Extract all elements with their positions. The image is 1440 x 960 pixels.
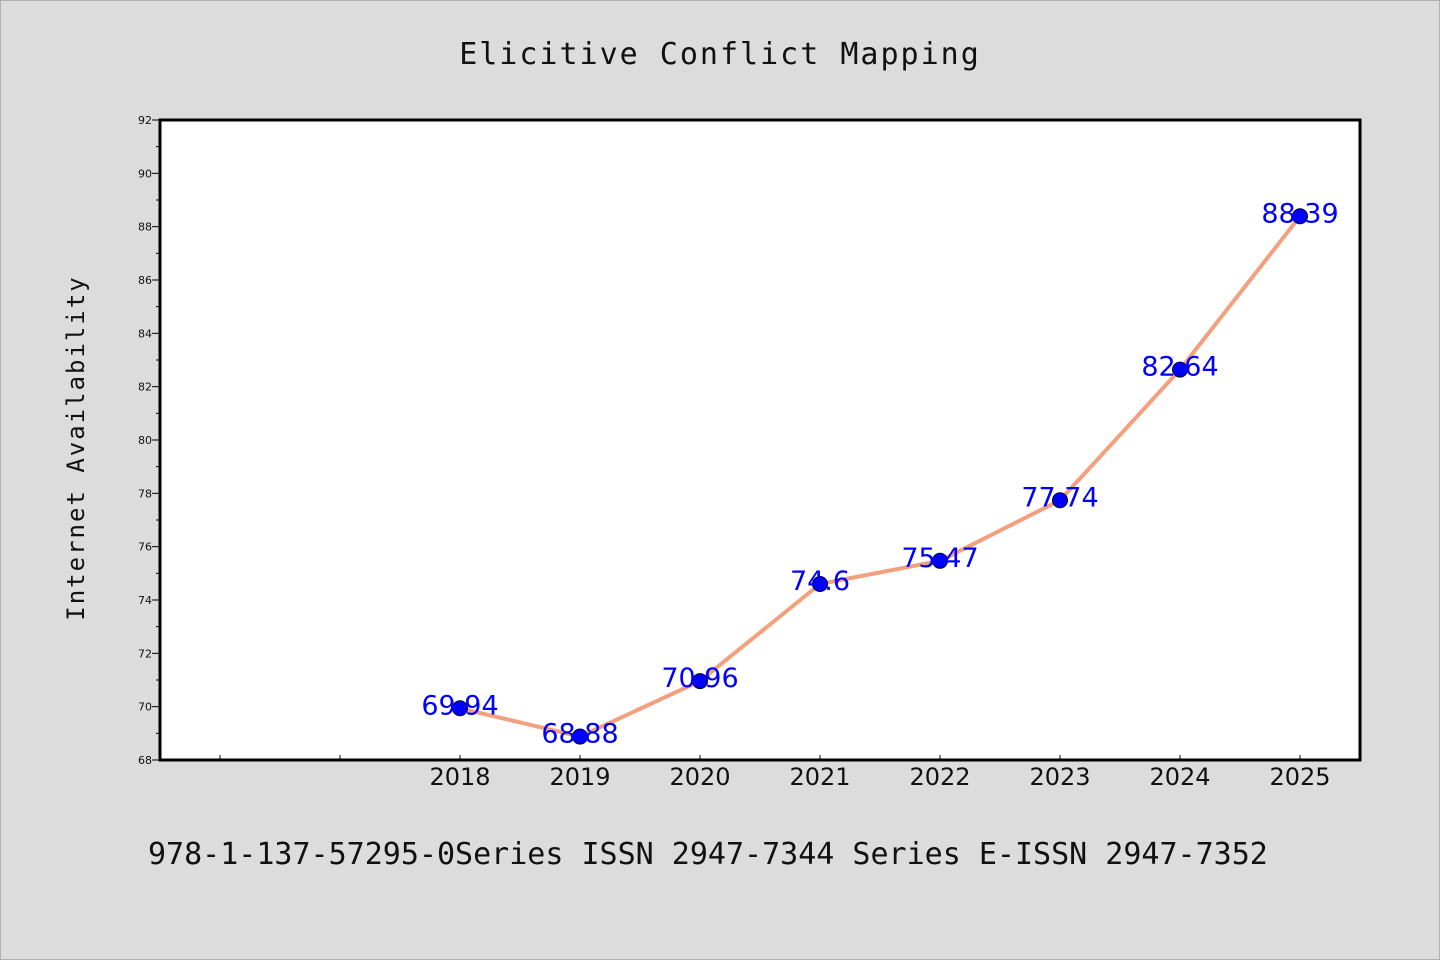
data-label: 69.94	[421, 690, 498, 721]
y-tick-label: 88	[138, 221, 152, 234]
footer-isbn-issn: 978-1-137-57295-0Series ISSN 2947-7344 S…	[148, 837, 1268, 872]
data-point	[932, 552, 948, 569]
data-label: 77.74	[1021, 482, 1098, 513]
data-label: 68.88	[541, 719, 618, 750]
x-tick-label: 2019	[549, 763, 610, 791]
data-point	[572, 728, 588, 745]
data-point	[1292, 208, 1308, 225]
data-point	[1172, 361, 1188, 378]
y-tick-label: 70	[138, 701, 152, 714]
data-point	[692, 673, 708, 690]
x-tick-label: 2025	[1269, 763, 1330, 791]
data-point	[1052, 492, 1068, 509]
y-tick-label: 80	[138, 434, 152, 447]
data-label: 82.64	[1141, 352, 1218, 383]
y-tick-label: 90	[138, 167, 152, 180]
y-tick-label: 92	[138, 114, 152, 127]
chart-title: Elicitive Conflict Mapping	[459, 37, 981, 72]
y-tick-label: 68	[138, 754, 152, 767]
data-point	[452, 700, 468, 717]
y-tick-label: 86	[138, 274, 152, 287]
data-label: 88.39	[1261, 198, 1338, 229]
y-tick-label: 78	[138, 487, 152, 500]
data-label: 74.6	[790, 566, 850, 597]
x-axis-ticks: 2018 2019 2020 2021 2022 2023 2024 2025	[219, 755, 1331, 791]
series-layer	[452, 208, 1308, 745]
series-line	[458, 214, 1302, 739]
y-axis-ticks: 68 70 72 74 76 78 80 82 84 86 88 90 92	[138, 114, 160, 767]
data-label-layer: 69.94 68.88 70.96 74.6 75.47 77.74 82.64 88.39	[421, 198, 1338, 749]
x-tick-label: 2020	[669, 763, 730, 791]
y-tick-label: 82	[138, 381, 152, 394]
x-tick-label: 2021	[789, 763, 850, 791]
x-tick-label: 2022	[909, 763, 970, 791]
y-tick-label: 76	[138, 541, 152, 554]
data-point	[812, 576, 828, 592]
x-tick-label: 2024	[1149, 763, 1210, 791]
data-label: 75.47	[901, 543, 978, 574]
data-label: 70.96	[661, 663, 738, 694]
y-tick-label: 84	[138, 327, 152, 340]
y-tick-label: 74	[138, 594, 152, 607]
y-axis-label: Internet Availability	[62, 275, 90, 620]
x-tick-label: 2023	[1029, 763, 1090, 791]
plot-area	[158, 118, 1362, 762]
y-tick-label: 72	[138, 647, 152, 660]
x-tick-label: 2018	[429, 763, 490, 791]
